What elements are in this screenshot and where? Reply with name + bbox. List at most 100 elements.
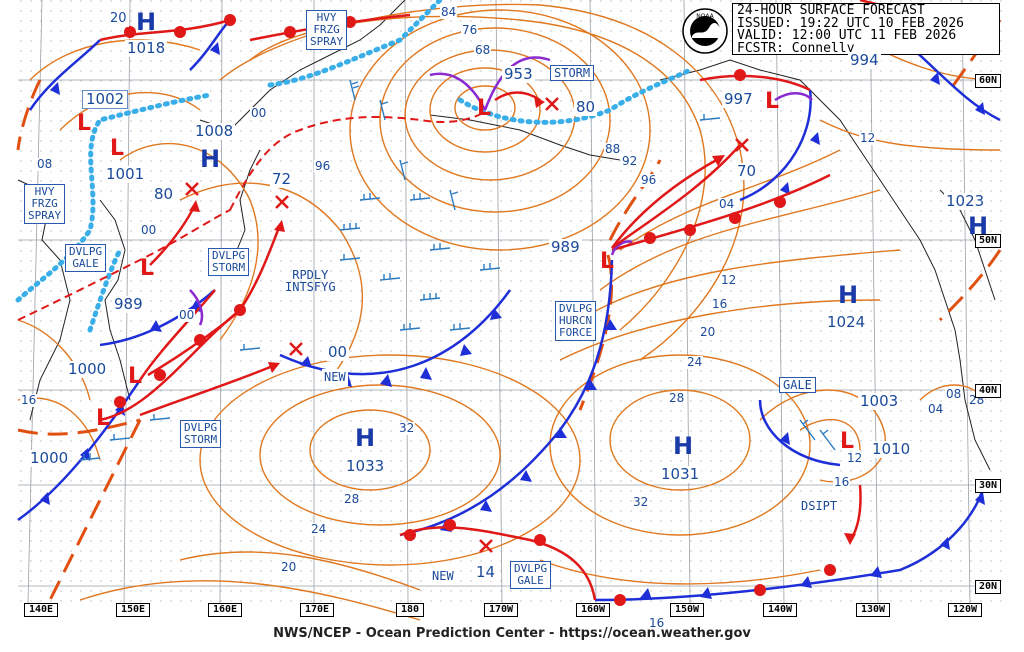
isobar-label: 24 — [310, 522, 328, 536]
svg-text:L: L — [128, 364, 142, 389]
high-symbol: H — [200, 145, 221, 173]
longitude-label: 160E — [208, 603, 243, 617]
longitude-label: 120W — [948, 603, 983, 617]
title-block: 24-HOUR SURFACE FORECAST ISSUED: 19:22 U… — [732, 3, 1000, 55]
track-arrowheads — [189, 96, 856, 545]
forecast-hour-label: 14 — [474, 563, 498, 581]
new-note: NEW — [322, 369, 348, 386]
longitude-label: 150W — [670, 603, 705, 617]
isobar-label: 04 — [718, 197, 736, 211]
issued-line: ISSUED: 19:22 UTC 10 FEB 2026 — [737, 15, 964, 31]
isobar-label: 96 — [640, 173, 658, 187]
isobar-label: 08 — [36, 157, 54, 171]
isobar-label: 00 — [178, 308, 196, 322]
latitude-label: 30N — [975, 479, 1002, 493]
warning-storm: STORM — [550, 65, 595, 81]
pressure-value: 1018 — [125, 39, 168, 57]
isobar-label: 20 — [108, 10, 129, 27]
longitude-label: 170E — [300, 603, 335, 617]
warning-developing-storm: DVLPG STORM — [180, 420, 222, 448]
isobar-label: 16 — [648, 616, 666, 630]
forecast-hour-label: 80 — [152, 185, 176, 203]
svg-text:L: L — [600, 249, 614, 274]
forecast-x-marks — [185, 97, 749, 553]
isobar-label: 28 — [343, 492, 361, 506]
warning-developing-gale: DVLPG GALE — [65, 244, 107, 272]
forecast-hour-label: 80 — [574, 98, 598, 116]
svg-text:L: L — [477, 96, 491, 121]
longitude-label: 180 — [396, 603, 425, 617]
developing-fronts — [17, 111, 486, 321]
ice-edge — [15, 0, 693, 333]
pressure-value: 989 — [112, 295, 145, 313]
pressure-value: 1000 — [28, 449, 71, 467]
longitude-label: 140E — [24, 603, 59, 617]
svg-text:L: L — [77, 111, 91, 136]
isobar-label: 16 — [833, 475, 851, 489]
isobar-label: 16 — [20, 393, 38, 407]
warning-heavy-freezing-spray: HVY FRZG SPRAY — [24, 184, 66, 224]
pressure-value: 997 — [722, 90, 755, 108]
svg-text:L: L — [140, 256, 154, 281]
isobar-label: 32 — [632, 495, 650, 509]
pressure-value: 1033 — [344, 457, 387, 475]
longitude-label: 140W — [763, 603, 798, 617]
isobar-label: 20 — [280, 560, 298, 574]
longitude-label: 150E — [116, 603, 151, 617]
pressure-value: 1000 — [66, 360, 109, 378]
wind-barbs — [79, 79, 836, 461]
high-symbol: H — [968, 212, 989, 240]
low-center-symbols: L L L L L L L L L — [77, 89, 854, 454]
longitude-label: 170W — [484, 603, 519, 617]
warning-developing-storm: DVLPG STORM — [208, 248, 250, 276]
forecast-hour-label: 72 — [270, 170, 294, 188]
isobar-label: 24 — [686, 355, 704, 369]
isobar-label: 96 — [314, 159, 332, 173]
isobar-label: 00 — [140, 223, 158, 237]
pressure-value: 989 — [549, 238, 582, 256]
high-symbol: H — [136, 8, 157, 36]
isobar-label: 12 — [859, 131, 877, 145]
isobar-label: 04 — [927, 402, 945, 416]
warning-gale: GALE — [779, 377, 816, 393]
latitude-label: 20N — [975, 580, 1002, 594]
title-line: 24-HOUR SURFACE FORECAST — [737, 3, 925, 18]
high-symbol: H — [838, 281, 859, 309]
isobar-label: 32 — [398, 421, 416, 435]
isobar-label: 00 — [250, 106, 268, 120]
forecaster-line: FCSTR: Connelly — [737, 40, 855, 56]
svg-text:L: L — [110, 136, 124, 161]
footer-credit: NWS/NCEP - Ocean Prediction Center - htt… — [273, 626, 751, 641]
storm-tracks — [139, 91, 862, 541]
isobar-label: 20 — [699, 325, 717, 339]
high-symbol: H — [355, 424, 376, 452]
latitude-label: 60N — [975, 74, 1002, 88]
isobar-label: 84 — [440, 5, 458, 19]
longitude-label: 160W — [576, 603, 611, 617]
svg-text:L: L — [840, 429, 854, 454]
forecast-hour-label: 00 — [326, 343, 350, 361]
occluded-fronts — [189, 56, 813, 326]
svg-text:L: L — [96, 406, 110, 431]
pressure-value: 1010 — [870, 440, 913, 458]
warning-developing-gale: DVLPG GALE — [510, 561, 552, 589]
isobar-label: 12 — [720, 273, 738, 287]
pressure-value: 1001 — [104, 165, 147, 183]
longitude-label: 130W — [856, 603, 891, 617]
latitude-label: 40N — [975, 384, 1002, 398]
isobar-label: 76 — [461, 23, 479, 37]
isobar-label: 92 — [621, 154, 639, 168]
pressure-value: 953 — [502, 65, 535, 83]
warning-heavy-freezing-spray: HVY FRZG SPRAY — [306, 10, 348, 50]
valid-line: VALID: 12:00 UTC 11 FEB 2026 — [737, 28, 957, 43]
isobar-label: 16 — [711, 297, 729, 311]
pressure-value: 1024 — [825, 313, 868, 331]
noaa-logo-icon: NOAA — [682, 8, 728, 54]
pressure-value: 1008 — [193, 122, 236, 140]
pressure-value: 1031 — [659, 465, 702, 483]
isobar-label: 08 — [945, 387, 963, 401]
rapidly-intensifying-note: RPDLY INTSFYG — [285, 268, 336, 294]
warning-developing-hurricane-force: DVLPG HURCN FORCE — [555, 301, 597, 341]
svg-text:L: L — [765, 89, 779, 114]
